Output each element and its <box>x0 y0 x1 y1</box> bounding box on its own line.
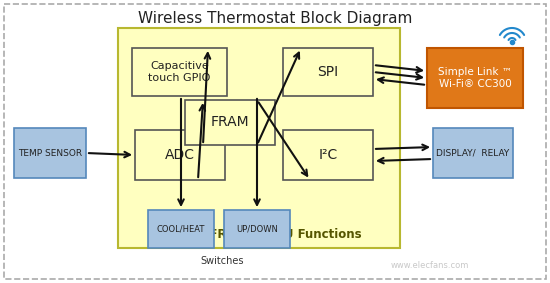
Text: FRAM: FRAM <box>211 115 249 130</box>
Bar <box>427 48 523 108</box>
Text: COOL/HEAT: COOL/HEAT <box>157 224 205 233</box>
Text: ADC: ADC <box>165 148 195 162</box>
Bar <box>224 210 290 248</box>
Text: Capacitive
touch GPIO: Capacitive touch GPIO <box>148 61 211 83</box>
Text: MSP430FR5739 MCU Functions: MSP430FR5739 MCU Functions <box>156 228 362 241</box>
Text: TEMP SENSOR: TEMP SENSOR <box>18 149 82 158</box>
Bar <box>433 128 513 178</box>
Bar <box>148 210 214 248</box>
Text: Simple Link ™
Wi-Fi® CC300: Simple Link ™ Wi-Fi® CC300 <box>438 67 512 89</box>
Bar <box>283 48 373 96</box>
Text: UP/DOWN: UP/DOWN <box>236 224 278 233</box>
Bar <box>118 28 400 248</box>
Text: www.elecfans.com: www.elecfans.com <box>391 260 469 269</box>
Bar <box>185 100 275 145</box>
Text: Wireless Thermostat Block Diagram: Wireless Thermostat Block Diagram <box>138 10 412 25</box>
Bar <box>283 130 373 180</box>
Text: SPI: SPI <box>317 65 339 79</box>
Text: DISPLAY/  RELAY: DISPLAY/ RELAY <box>436 149 510 158</box>
Bar <box>135 130 225 180</box>
Bar <box>132 48 227 96</box>
Text: Switches: Switches <box>200 256 244 266</box>
Text: I²C: I²C <box>318 148 338 162</box>
Bar <box>14 128 86 178</box>
